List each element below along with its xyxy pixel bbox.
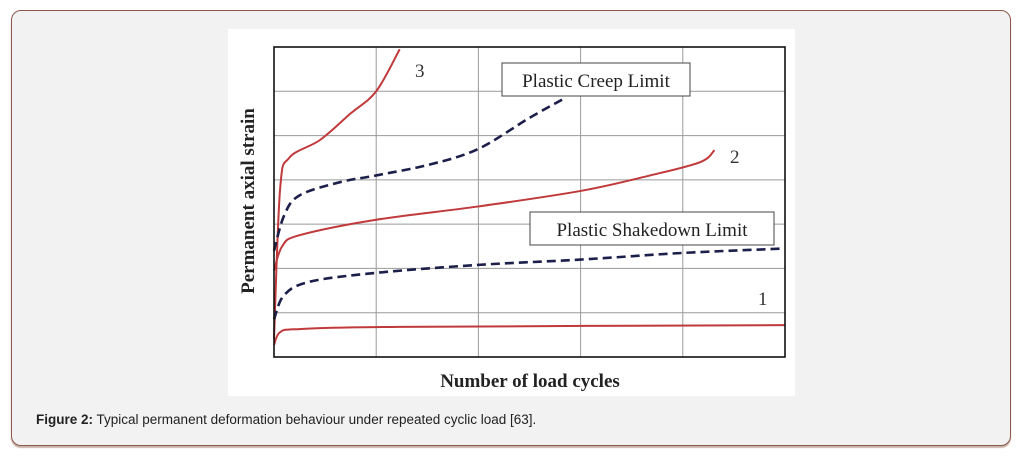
figure-image: 3 2 1 Plastic Creep Limit Plastic Shaked…: [228, 29, 795, 396]
x-axis-label: Number of load cycles: [440, 371, 620, 392]
y-axis-label: Permanent axial strain: [238, 108, 259, 294]
series-line-plastic-creep-limit: [272, 96, 566, 252]
curve-label-2: 2: [730, 147, 740, 168]
plot-frame: [273, 46, 786, 358]
caption-text: Typical permanent deformation behaviour …: [93, 412, 537, 427]
series-line-2: [273, 149, 716, 271]
figure-caption: Figure 2: Typical permanent deformation …: [36, 412, 536, 427]
chart: 3 2 1 Plastic Creep Limit Plastic Shaked…: [238, 46, 786, 392]
creep-limit-label: Plastic Creep Limit: [522, 71, 670, 92]
caption-label: Figure 2:: [36, 412, 94, 427]
series-line-3: [273, 48, 401, 340]
shakedown-limit-box: Plastic Shakedown Limit: [529, 211, 775, 246]
shakedown-limit-label: Plastic Shakedown Limit: [556, 220, 748, 241]
series-lines: [272, 48, 786, 346]
curve-label-1: 1: [758, 289, 768, 310]
curve-label-3: 3: [415, 61, 425, 82]
series-line-plastic-shakedown-limit: [272, 247, 786, 320]
creep-limit-box: Plastic Creep Limit: [501, 62, 691, 97]
series-line-1: [273, 324, 786, 346]
